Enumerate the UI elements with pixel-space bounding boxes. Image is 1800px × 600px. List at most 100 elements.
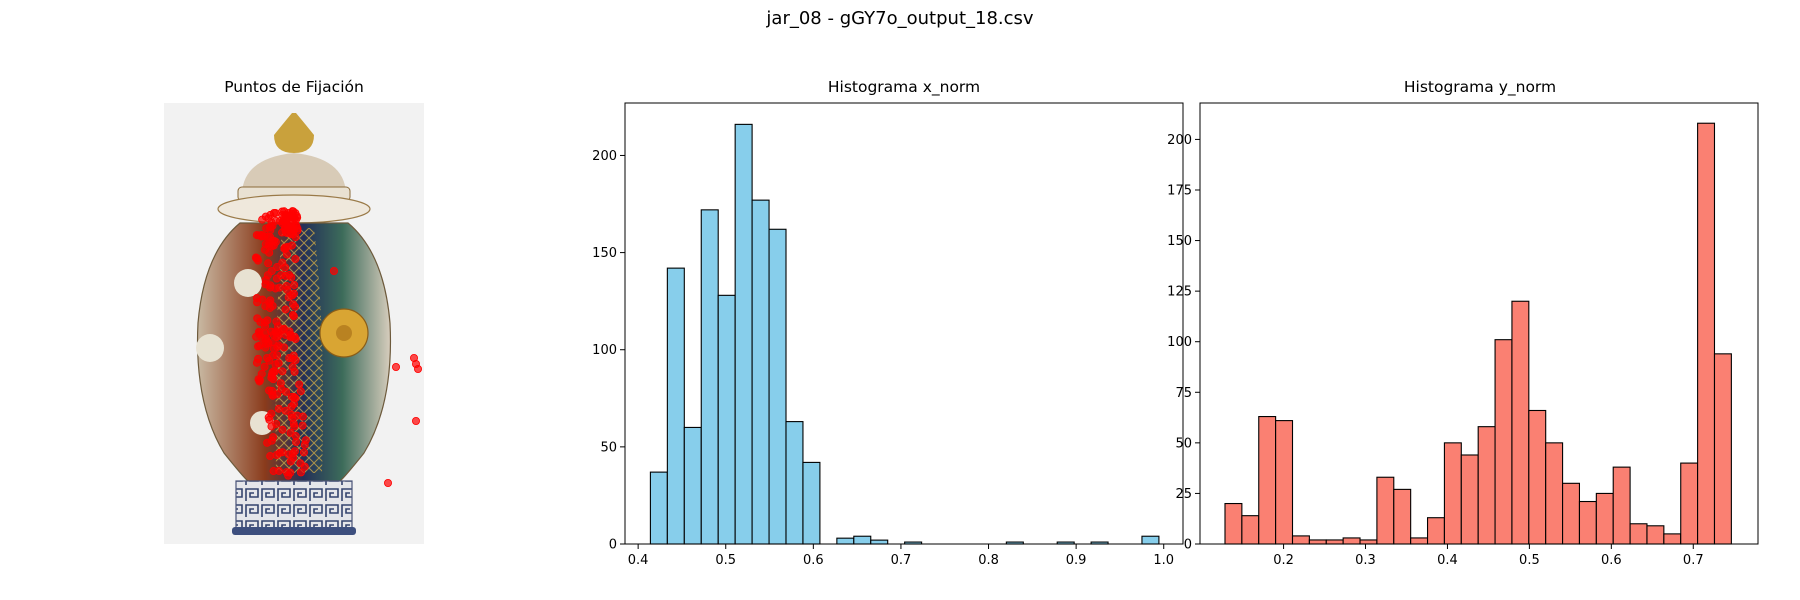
x-histogram-bar [768,228,787,545]
fixation-point [273,328,282,337]
y-histogram-bar [1477,426,1496,545]
fixation-point [266,452,275,461]
y-histogram-title: Histograma y_norm [1403,78,1557,96]
fixation-point [278,367,287,376]
x-ytick-label: 50 [600,440,617,455]
fixation-point [271,216,280,225]
fixation-point [276,379,285,388]
y-xtick-label: 0.4 [1437,553,1458,568]
fixation-point [286,468,295,477]
fixation-point [411,416,420,425]
fixation-point [287,241,296,250]
fixation-point [286,333,295,342]
x-xtick-label: 1.0 [1153,553,1174,568]
fixation-point [272,317,281,326]
y-histogram-bar [1376,476,1395,545]
fixation-point [286,428,295,437]
y-ytick-label: 75 [1175,386,1192,401]
x-histogram-bar [802,461,821,545]
fixation-point [289,419,298,428]
fixation-point [273,351,282,360]
x-xtick-label: 0.8 [978,553,999,568]
y-histogram-bar [1511,300,1530,545]
y-histogram-bar [1697,122,1716,545]
fixation-point [288,362,297,371]
fixation-point [413,364,422,373]
x-histogram-bar [717,294,736,545]
fixation-point [290,281,299,290]
fixation-point [260,362,269,371]
x-histogram-bar [836,537,855,545]
image-panel-title: Puntos de Fijación [224,78,364,96]
fixation-point [282,281,291,290]
y-histogram-bar [1680,462,1699,545]
fixation-point [263,316,272,325]
fixation-point [278,425,287,434]
y-histogram-bar [1545,442,1564,545]
fixation-point [265,248,274,257]
y-histogram-bar [1443,442,1462,545]
y-histogram-bar [1713,353,1732,545]
fixation-point [266,283,275,292]
fixation-point [274,466,283,475]
y-histogram-bar [1359,539,1378,545]
fixation-point [273,343,282,352]
fixation-points [252,207,422,487]
fixation-point [261,212,270,221]
y-ytick-label: 175 [1167,183,1192,198]
fixation-point [270,236,279,245]
y-histogram-bar [1663,533,1682,545]
y-ytick-label: 50 [1175,436,1192,451]
x-xtick-label: 0.4 [628,553,649,568]
fixation-point [292,438,301,447]
fixation-point [265,415,274,424]
x-norm-histogram: 0.4 0.5 0.6 0.7 0.8 0.9 1.0 0 50 100 150 200 [592,102,1184,568]
y-histogram-bar [1275,420,1294,545]
fixation-point [299,448,308,457]
fixation-point [290,214,299,223]
x-histogram-title: Histograma x_norm [827,78,981,96]
fixation-point [296,459,305,468]
y-histogram-bar [1646,525,1665,545]
fixation-point [289,351,298,360]
y-histogram-bar [1494,339,1513,545]
y-xtick-label: 0.2 [1273,553,1294,568]
y-histogram-bar [1562,482,1581,545]
x-histogram-bar [700,209,719,545]
fixation-point [264,259,273,268]
fixation-point [296,387,305,396]
y-histogram-bar [1342,537,1361,545]
y-plot-frame [1199,102,1759,545]
fixation-point [391,362,400,371]
fixation-point [255,341,264,350]
x-ytick-label: 0 [609,538,617,553]
y-histogram-bar [1224,502,1243,545]
jar-illustration [164,103,424,544]
y-histogram-bar [1291,535,1310,545]
fixation-point [275,283,284,292]
figure-title: jar_08 - gGY7o_output_18.csv [766,8,1034,29]
fixation-point [262,334,271,343]
fixation-point [296,468,305,477]
fixation-point [280,343,289,352]
x-plot-frame [624,102,1184,545]
fixation-point [290,393,299,402]
fixation-point [269,433,278,442]
fixation-point [284,293,293,302]
fixation-point [268,391,277,400]
y-histogram-bar [1258,416,1277,545]
fixation-point [261,275,270,284]
x-histogram-bar [870,539,889,545]
y-histogram-bar [1528,409,1547,545]
fixation-point [267,327,276,336]
y-ytick-label: 100 [1167,335,1192,350]
y-histogram-bar [1460,454,1479,545]
x-histogram-bar [853,535,872,545]
y-ytick-label: 0 [1184,538,1192,553]
fixation-point [252,332,261,341]
fixation-point [258,295,267,304]
y-histogram-bar [1629,523,1648,545]
fixation-point [274,359,283,368]
fixation-point [295,380,304,389]
finial-shape [274,113,314,153]
